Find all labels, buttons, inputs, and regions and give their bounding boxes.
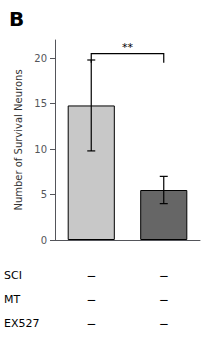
svg-text:−: − xyxy=(86,269,96,283)
svg-text:SCI: SCI xyxy=(4,269,22,282)
svg-text:−: − xyxy=(86,293,96,307)
svg-text:−: − xyxy=(159,317,169,331)
svg-text:10: 10 xyxy=(34,144,47,155)
svg-text:0: 0 xyxy=(41,235,47,246)
svg-text:**: ** xyxy=(122,41,134,54)
svg-text:EX527: EX527 xyxy=(4,317,39,330)
svg-text:−: − xyxy=(86,317,96,331)
svg-text:MT: MT xyxy=(4,293,20,306)
svg-text:B: B xyxy=(9,7,24,31)
svg-text:5: 5 xyxy=(41,189,47,200)
svg-text:Number of Survival Neurons: Number of Survival Neurons xyxy=(13,69,24,210)
svg-text:−: − xyxy=(159,269,169,283)
svg-text:−: − xyxy=(159,293,169,307)
svg-text:20: 20 xyxy=(34,53,47,64)
svg-text:15: 15 xyxy=(34,98,47,109)
